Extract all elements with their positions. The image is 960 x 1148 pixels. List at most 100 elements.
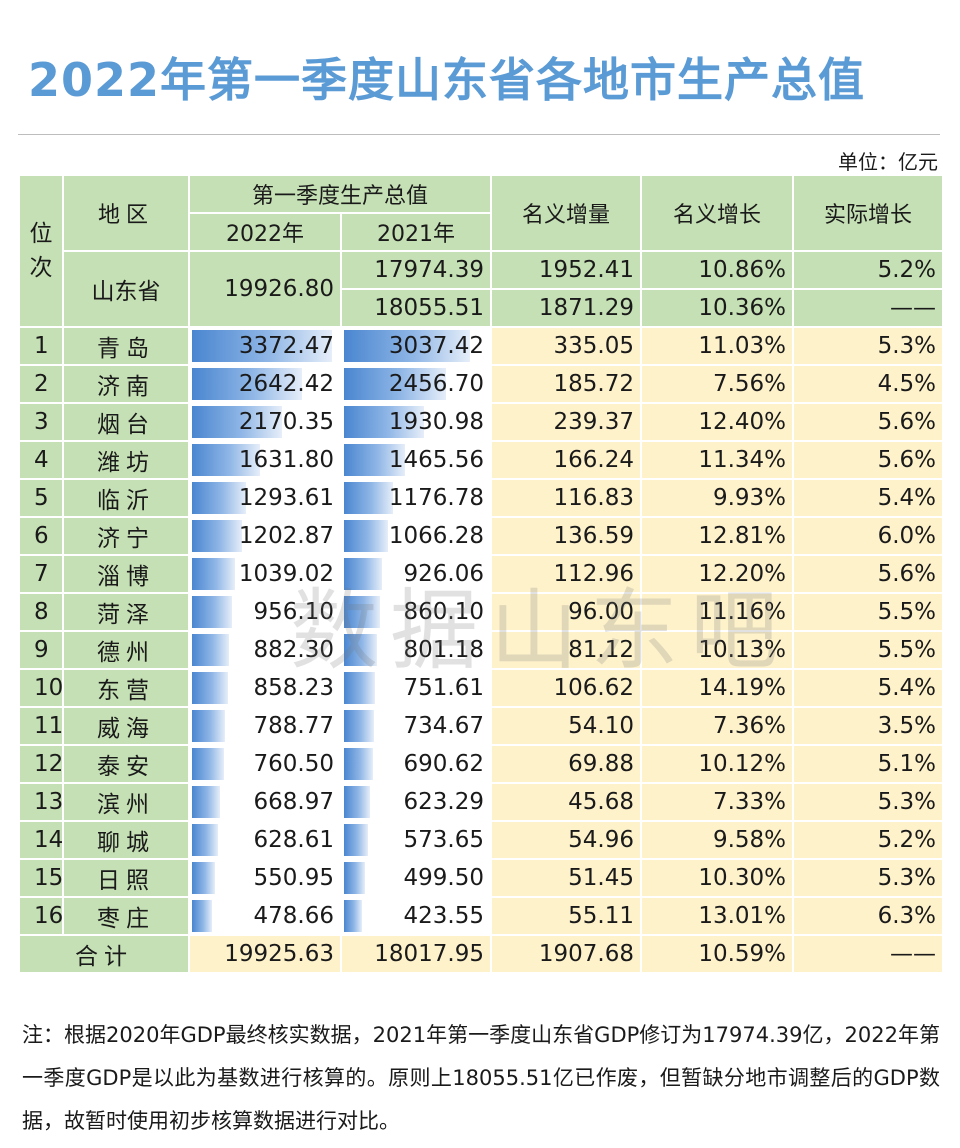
city-gdp-2022: 1293.61	[188, 478, 342, 518]
nominal-growth-header: 名义增长	[640, 174, 795, 252]
city-nominal-growth: 14.19%	[640, 668, 795, 708]
gdp-2022-bar	[192, 748, 224, 780]
table-row: 9 德州 882.30 801.18 81.12 10.13% 5.5%	[18, 630, 945, 670]
city-rows: 1 青岛 3372.47 3037.42 335.05 11.03% 5.3% 2 济南 2642…	[18, 326, 945, 936]
city-gdp-2021-value: 623.29	[403, 789, 485, 815]
city-increase: 166.24	[490, 440, 643, 480]
city-name: 威海	[62, 706, 190, 746]
city-gdp-2022-value: 1039.02	[238, 561, 334, 587]
city-real-growth: 3.5%	[792, 706, 945, 746]
city-name: 德州	[62, 630, 190, 670]
city-name: 青岛	[62, 326, 190, 366]
total-real: ——	[792, 934, 945, 974]
city-name: 济宁	[62, 516, 190, 556]
city-nominal-growth: 7.36%	[640, 706, 795, 746]
gdp-2021-bar	[344, 786, 370, 818]
rank-header-label: 位次	[29, 221, 53, 281]
city-rank: 2	[18, 364, 64, 404]
province-real-initial: 5.2%	[792, 250, 945, 290]
real-growth-header: 实际增长	[792, 174, 945, 252]
city-gdp-2022: 760.50	[188, 744, 342, 784]
city-gdp-2022-value: 788.77	[253, 713, 334, 739]
region-header: 地区	[62, 174, 190, 252]
gdp-2022-bar	[192, 596, 232, 628]
city-gdp-2022-value: 2642.42	[238, 371, 334, 397]
city-real-growth: 5.6%	[792, 554, 945, 594]
city-gdp-2022-value: 478.66	[253, 903, 334, 929]
rank-header: 位次	[18, 174, 64, 328]
province-row-1: 山东省 19926.80 17974.39 1952.41 10.86% 5.2…	[19, 250, 945, 328]
unit-label: 单位：亿元	[838, 150, 938, 174]
city-gdp-2022: 2170.35	[188, 402, 342, 442]
province-increase-revised: 1871.29	[490, 288, 643, 328]
city-gdp-2021-value: 860.10	[403, 599, 485, 625]
city-gdp-2021-value: 734.67	[403, 713, 485, 739]
city-gdp-2021: 1066.28	[339, 516, 493, 556]
city-rank: 1	[18, 326, 64, 366]
table-row: 1 青岛 3372.47 3037.42 335.05 11.03% 5.3%	[18, 326, 945, 366]
city-gdp-2022: 1631.80	[188, 440, 342, 480]
gdp-2022-bar	[192, 900, 212, 932]
header-row-1: 位次 地区 第一季度生产总值 名义增量 名义增长 实际增长	[18, 174, 945, 328]
city-increase: 69.88	[490, 744, 643, 784]
city-increase: 239.37	[490, 402, 643, 442]
city-increase: 51.45	[490, 858, 643, 898]
gdp-2021-bar	[344, 406, 424, 438]
total-increase: 1907.68	[490, 934, 643, 974]
city-gdp-2021: 2456.70	[339, 364, 493, 404]
gdp-2022-bar	[192, 710, 225, 742]
gdp-2022-bar	[192, 672, 228, 704]
city-gdp-2022-value: 882.30	[253, 637, 334, 663]
city-gdp-2021-value: 3037.42	[388, 333, 485, 359]
city-increase: 81.12	[490, 630, 643, 670]
city-real-growth: 5.4%	[792, 478, 945, 518]
city-nominal-growth: 9.93%	[640, 478, 795, 518]
city-name: 济南	[62, 364, 190, 404]
city-nominal-growth: 9.58%	[640, 820, 795, 860]
city-real-growth: 4.5%	[792, 364, 945, 404]
city-gdp-2021: 926.06	[339, 554, 493, 594]
gdp-2021-bar	[344, 444, 405, 476]
gdp-2022-bar	[192, 520, 242, 552]
city-nominal-growth: 10.30%	[640, 858, 795, 898]
city-gdp-2022: 1039.02	[188, 554, 342, 594]
table-row: 3 烟台 2170.35 1930.98 239.37 12.40% 5.6%	[18, 402, 945, 442]
city-gdp-2021-value: 801.18	[403, 637, 485, 663]
city-gdp-2022: 628.61	[188, 820, 342, 860]
table-row: 7 淄博 1039.02 926.06 112.96 12.20% 5.6%	[18, 554, 945, 594]
gdp-2021-bar	[344, 862, 365, 894]
city-name: 泰安	[62, 744, 190, 784]
city-name: 聊城	[62, 820, 190, 860]
city-rank: 11	[18, 706, 64, 746]
table-row: 6 济宁 1202.87 1066.28 136.59 12.81% 6.0%	[18, 516, 945, 556]
table-row: 2 济南 2642.42 2456.70 185.72 7.56% 4.5%	[18, 364, 945, 404]
total-label: 合计	[18, 934, 190, 974]
city-gdp-2022-value: 1202.87	[238, 523, 334, 549]
table-row: 5 临沂 1293.61 1176.78 116.83 9.93% 5.4%	[18, 478, 945, 518]
gdp-2022-bar	[192, 444, 260, 476]
city-rank: 16	[18, 896, 64, 936]
province-nominal-revised: 10.36%	[640, 288, 795, 328]
city-nominal-growth: 11.34%	[640, 440, 795, 480]
table-row: 11 威海 788.77 734.67 54.10 7.36% 3.5%	[18, 706, 945, 746]
city-rank: 3	[18, 402, 64, 442]
city-rank: 6	[18, 516, 64, 556]
table-row: 10 东营 858.23 751.61 106.62 14.19% 5.4%	[18, 668, 945, 708]
province-gdp-2021-initial: 17974.39	[339, 250, 493, 290]
city-gdp-2021-value: 573.65	[403, 827, 485, 853]
city-nominal-growth: 7.56%	[640, 364, 795, 404]
city-gdp-2022-value: 1631.80	[238, 447, 334, 473]
table-row: 13 滨州 668.97 623.29 45.68 7.33% 5.3%	[18, 782, 945, 822]
city-real-growth: 5.6%	[792, 402, 945, 442]
city-real-growth: 5.2%	[792, 820, 945, 860]
city-gdp-2021-value: 1930.98	[388, 409, 485, 435]
city-gdp-2022: 478.66	[188, 896, 342, 936]
city-gdp-2022: 2642.42	[188, 364, 342, 404]
gdp-2021-bar	[344, 824, 368, 856]
city-rank: 9	[18, 630, 64, 670]
city-gdp-2022: 858.23	[188, 668, 342, 708]
gdp-2021-bar	[344, 634, 377, 666]
city-gdp-2021-value: 2456.70	[388, 371, 485, 397]
table-row: 14 聊城 628.61 573.65 54.96 9.58% 5.2%	[18, 820, 945, 860]
city-nominal-growth: 12.81%	[640, 516, 795, 556]
